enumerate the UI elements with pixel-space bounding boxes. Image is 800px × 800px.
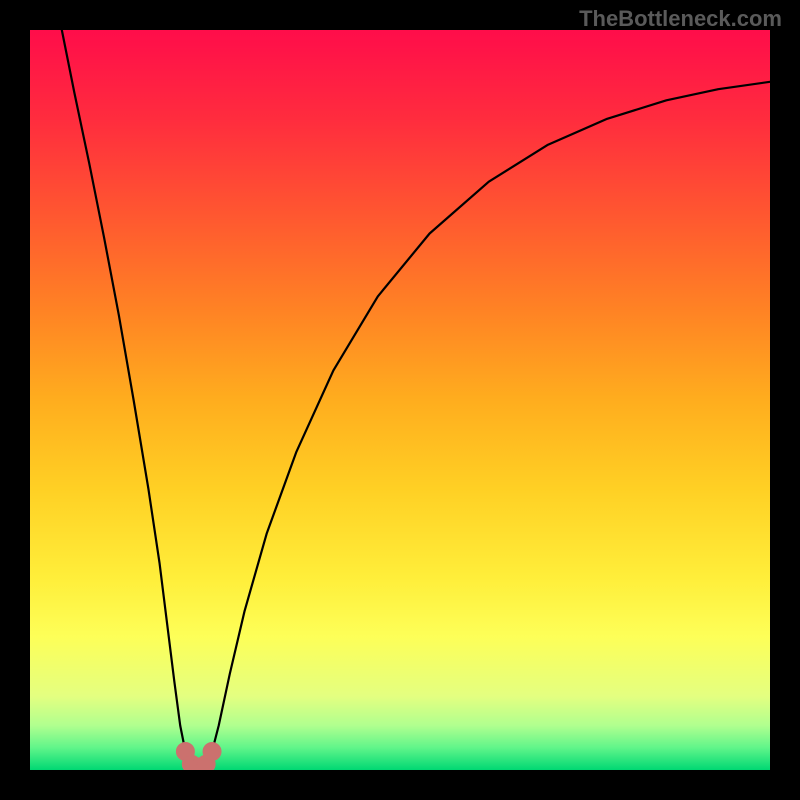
watermark-text: TheBottleneck.com [579, 6, 782, 32]
minimum-marker [203, 743, 221, 761]
gradient-background [30, 30, 770, 770]
chart-svg [30, 30, 770, 770]
bottleneck-chart [30, 30, 770, 770]
chart-frame: TheBottleneck.com [0, 0, 800, 800]
